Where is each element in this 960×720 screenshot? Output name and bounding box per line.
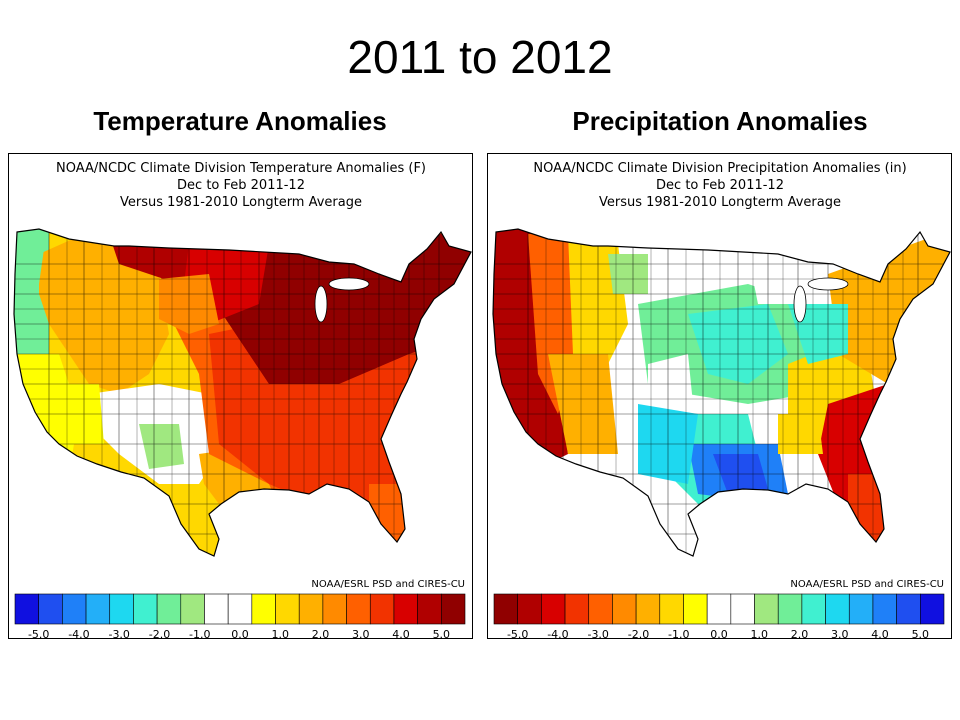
precipitation-anomaly-map — [493, 229, 950, 556]
colorbar-swatch — [517, 593, 542, 625]
colorbar-swatch — [635, 593, 661, 625]
colorbar-swatch — [441, 593, 466, 625]
colorbar-tick-label: 2.0 — [312, 628, 330, 638]
colorbar-swatch — [588, 593, 613, 625]
temperature-colorbar-ticks: -5.0 -4.0 -3.0 -2.0 -1.0 0.0 1.0 2.0 3.0 4.0 5.0 — [28, 628, 450, 638]
colorbar-swatch — [920, 593, 945, 625]
precipitation-colorbar-ticks: -5.0 -4.0 -3.0 -2.0 -1.0 0.0 1.0 2.0 3.0 4.0 5.0 — [507, 628, 929, 638]
colorbar-tick-label: -1.0 — [668, 628, 689, 638]
colorbar-tick-label: 2.0 — [791, 628, 809, 638]
colorbar-swatch — [541, 593, 566, 625]
colorbar-swatch — [133, 593, 158, 625]
colorbar-swatch — [659, 593, 684, 625]
colorbar-swatch — [872, 593, 897, 625]
lake-michigan — [793, 285, 807, 323]
colorbar-swatch — [612, 593, 637, 625]
colorbar-tick-label: -1.0 — [189, 628, 210, 638]
colorbar-swatch — [156, 593, 182, 625]
colorbar-tick-label: 1.0 — [751, 628, 769, 638]
colorbar-tick-label: -3.0 — [587, 628, 608, 638]
colorbar-swatch — [275, 593, 300, 625]
colorbar-swatch — [109, 593, 134, 625]
lake-michigan — [314, 285, 328, 323]
colorbar-tick-label: -4.0 — [547, 628, 568, 638]
colorbar-tick-label: 4.0 — [871, 628, 889, 638]
colorbar-swatch — [706, 593, 732, 625]
colorbar-swatch — [417, 593, 442, 625]
colorbar-swatch — [825, 593, 850, 625]
colorbar-tick-label: 5.0 — [433, 628, 451, 638]
map-header-line3: Versus 1981-2010 Longterm Average — [120, 195, 362, 210]
temperature-colorbar — [14, 593, 466, 625]
precipitation-colorbar — [493, 593, 945, 625]
colorbar-swatch — [777, 593, 803, 625]
colorbar-tick-label: 4.0 — [392, 628, 410, 638]
colorbar-swatch — [801, 593, 826, 625]
colorbar-swatch — [38, 593, 63, 625]
colorbar-tick-label: 0.0 — [710, 628, 728, 638]
colorbar-tick-label: -2.0 — [628, 628, 649, 638]
colorbar-swatch — [393, 593, 418, 625]
colorbar-tick-label: 3.0 — [831, 628, 849, 638]
colorbar-swatch — [62, 593, 87, 625]
colorbar-tick-label: -2.0 — [149, 628, 170, 638]
colorbar-tick-label: 1.0 — [272, 628, 290, 638]
colorbar-swatch — [493, 593, 518, 625]
credit-text: NOAA/ESRL PSD and CIRES-CU — [790, 579, 944, 590]
colorbar-swatch — [848, 593, 874, 625]
colorbar-swatch — [227, 593, 253, 625]
map-header-line2: Dec to Feb 2011-12 — [177, 178, 305, 193]
us-outline — [13, 228, 472, 557]
colorbar-swatch — [730, 593, 755, 625]
colorbar-tick-label: -4.0 — [68, 628, 89, 638]
colorbar-tick-label: -5.0 — [507, 628, 528, 638]
colorbar-swatch — [369, 593, 395, 625]
credit-text: NOAA/ESRL PSD and CIRES-CU — [311, 579, 465, 590]
precipitation-map-panel: NOAA/NCDC Climate Division Precipitation… — [487, 153, 952, 639]
colorbar-swatch — [683, 593, 708, 625]
colorbar-tick-label: -3.0 — [108, 628, 129, 638]
colorbar-tick-label: -5.0 — [28, 628, 49, 638]
colorbar-swatch — [14, 593, 39, 625]
us-outline — [492, 228, 951, 557]
colorbar-swatch — [204, 593, 229, 625]
colorbar-swatch — [754, 593, 779, 625]
colorbar-swatch — [564, 593, 590, 625]
slide-title: 2011 to 2012 — [347, 31, 613, 83]
map-header-line1: NOAA/NCDC Climate Division Precipitation… — [533, 161, 906, 176]
climate-division-lines — [14, 229, 471, 556]
map-header-line2: Dec to Feb 2011-12 — [656, 178, 784, 193]
colorbar-swatch — [85, 593, 111, 625]
temperature-map-figure: NOAA/NCDC Climate Division Temperature A… — [13, 161, 472, 638]
map-header-line3: Versus 1981-2010 Longterm Average — [599, 195, 841, 210]
lake-huron — [807, 277, 849, 291]
precipitation-heading: Precipitation Anomalies — [572, 106, 868, 136]
colorbar-swatch — [346, 593, 371, 625]
colorbar-tick-label: 3.0 — [352, 628, 370, 638]
map-header-line1: NOAA/NCDC Climate Division Temperature A… — [56, 161, 426, 176]
temperature-anomaly-map — [14, 229, 471, 556]
colorbar-swatch — [322, 593, 347, 625]
lake-huron — [328, 277, 370, 291]
precipitation-map-figure: NOAA/NCDC Climate Division Precipitation… — [492, 161, 951, 638]
temperature-heading: Temperature Anomalies — [93, 106, 387, 136]
colorbar-swatch — [251, 593, 276, 625]
colorbar-swatch — [298, 593, 324, 625]
colorbar-swatch — [180, 593, 205, 625]
temperature-map-panel: NOAA/NCDC Climate Division Temperature A… — [8, 153, 473, 639]
colorbar-tick-label: 0.0 — [231, 628, 249, 638]
colorbar-tick-label: 5.0 — [912, 628, 930, 638]
colorbar-swatch — [896, 593, 921, 625]
